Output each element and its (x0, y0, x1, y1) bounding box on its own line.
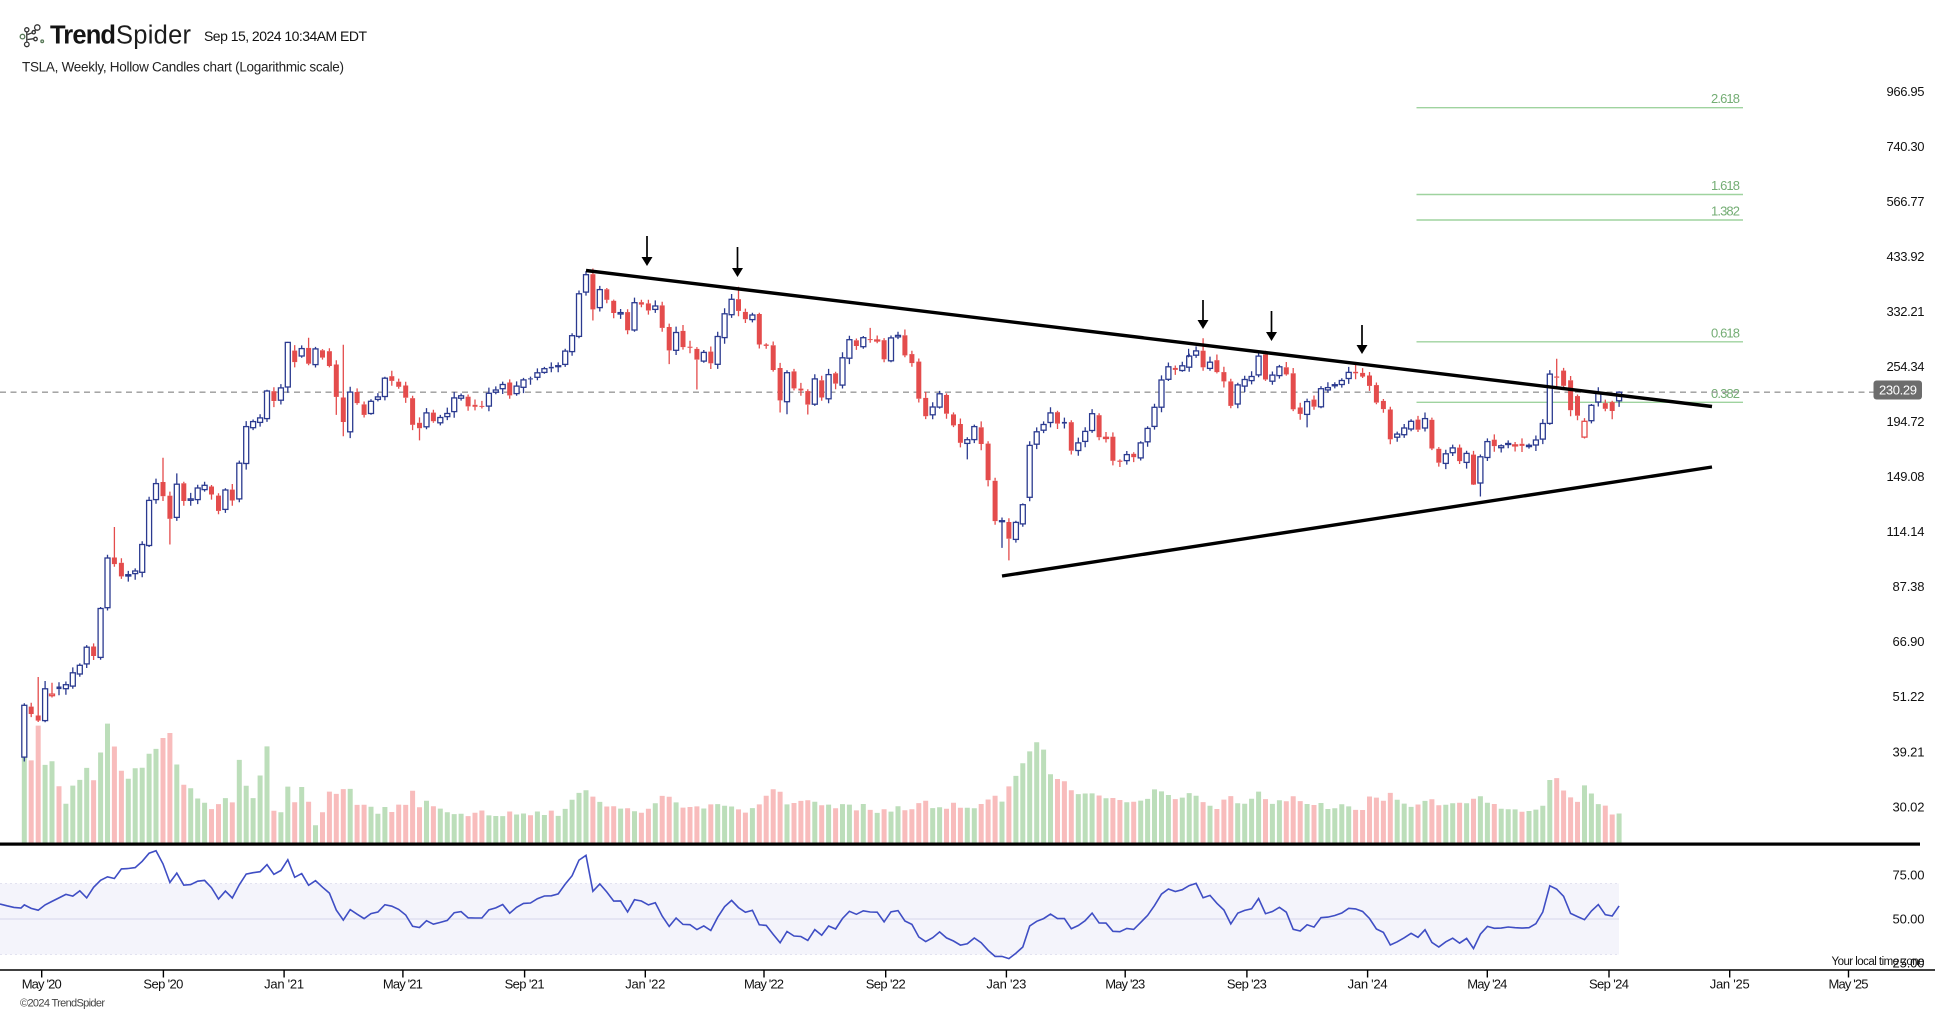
svg-text:66.90: 66.90 (1893, 634, 1925, 649)
svg-text:TSLA, Weekly, Hollow Candles c: TSLA, Weekly, Hollow Candles chart (Loga… (22, 60, 344, 75)
svg-text:Spider: Spider (116, 22, 192, 50)
svg-text:Jan '22: Jan '22 (625, 977, 665, 992)
svg-text:30.02: 30.02 (1893, 799, 1925, 814)
svg-text:51.22: 51.22 (1893, 689, 1925, 704)
svg-text:230.29: 230.29 (1879, 383, 1917, 398)
svg-text:Sep 15, 2024 10:34AM EDT: Sep 15, 2024 10:34AM EDT (204, 28, 367, 44)
svg-text:87.38: 87.38 (1893, 579, 1925, 594)
svg-text:Sep '22: Sep '22 (866, 977, 906, 992)
svg-text:Your local time zone: Your local time zone (1832, 956, 1925, 968)
svg-text:©2024 TrendSpider: ©2024 TrendSpider (20, 998, 105, 1010)
svg-text:May '21: May '21 (383, 977, 423, 992)
svg-text:566.77: 566.77 (1887, 194, 1925, 209)
svg-text:May '24: May '24 (1467, 977, 1507, 992)
svg-text:May '22: May '22 (744, 977, 784, 992)
svg-text:Jan '25: Jan '25 (1710, 977, 1750, 992)
svg-text:433.92: 433.92 (1887, 249, 1925, 264)
svg-text:Jan '21: Jan '21 (264, 977, 304, 992)
svg-text:114.14: 114.14 (1887, 524, 1925, 539)
svg-text:May '23: May '23 (1105, 977, 1145, 992)
svg-text:Jan '24: Jan '24 (1348, 977, 1388, 992)
svg-text:1.382: 1.382 (1711, 204, 1740, 219)
svg-text:Sep '23: Sep '23 (1227, 977, 1267, 992)
svg-text:25.00: 25.00 (1893, 956, 1925, 971)
svg-text:740.30: 740.30 (1887, 139, 1925, 154)
svg-text:Sep '21: Sep '21 (505, 977, 545, 992)
svg-text:May '25: May '25 (1829, 977, 1869, 992)
svg-text:39.21: 39.21 (1893, 744, 1925, 759)
svg-text:May '20: May '20 (22, 977, 62, 992)
svg-text:194.72: 194.72 (1887, 414, 1925, 429)
svg-text:Sep '24: Sep '24 (1589, 977, 1629, 992)
svg-text:254.34: 254.34 (1887, 359, 1925, 374)
svg-text:Sep '20: Sep '20 (143, 977, 183, 992)
svg-text:0.618: 0.618 (1711, 325, 1740, 340)
svg-text:149.08: 149.08 (1887, 469, 1925, 484)
svg-text:2.618: 2.618 (1711, 91, 1740, 106)
svg-text:50.00: 50.00 (1893, 912, 1925, 927)
svg-text:966.95: 966.95 (1887, 84, 1925, 99)
svg-text:Jan '23: Jan '23 (986, 977, 1026, 992)
svg-text:1.618: 1.618 (1711, 178, 1740, 193)
svg-text:75.00: 75.00 (1893, 868, 1925, 883)
svg-text:332.21: 332.21 (1887, 304, 1925, 319)
svg-text:0.382: 0.382 (1711, 386, 1740, 401)
svg-text:Trend: Trend (50, 22, 116, 50)
